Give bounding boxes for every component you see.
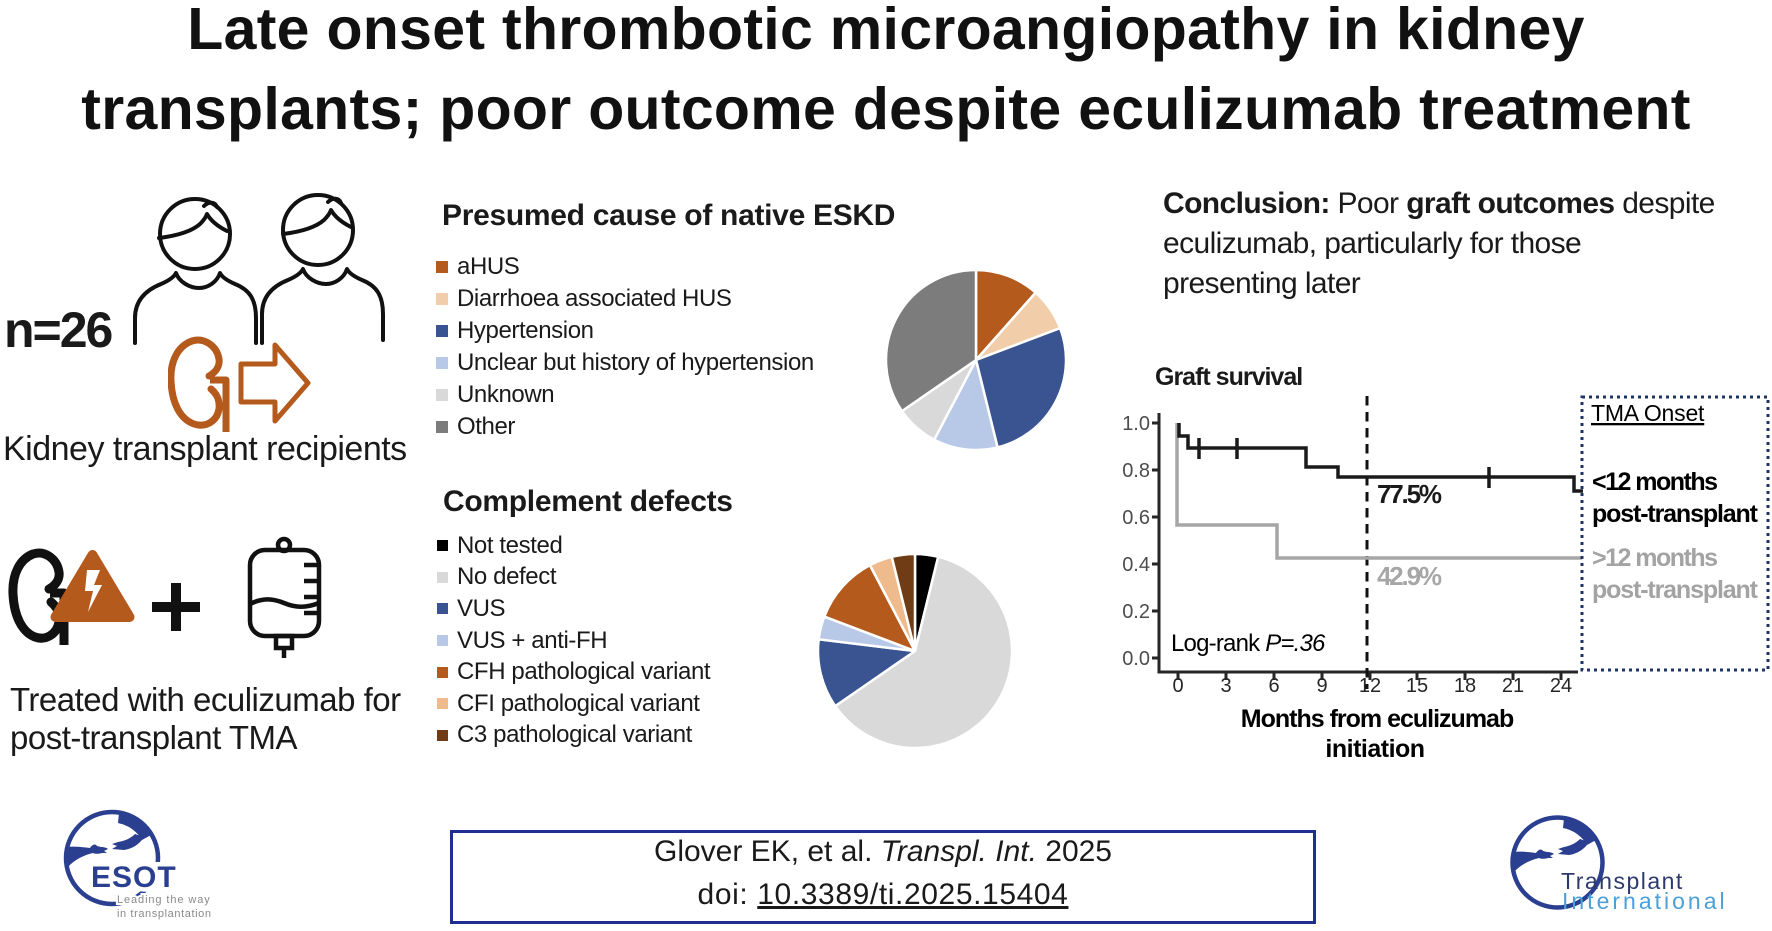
svg-text:Months from eculizumab: Months from eculizumab (1241, 705, 1514, 733)
svg-text:TMA Onset: TMA Onset (1591, 400, 1705, 426)
svg-text:ESOT: ESOT (91, 861, 177, 894)
svg-text:post-transplant: post-transplant (1592, 576, 1759, 604)
svg-text:24: 24 (1550, 675, 1572, 697)
svg-text:18: 18 (1454, 675, 1476, 697)
svg-text:International: International (1562, 888, 1728, 914)
svg-text:initiation: initiation (1325, 735, 1424, 763)
svg-text:1.0: 1.0 (1122, 413, 1150, 435)
svg-text:0.2: 0.2 (1122, 601, 1150, 623)
svg-text:Log-rank P=.36: Log-rank P=.36 (1171, 630, 1326, 657)
svg-text:0: 0 (1172, 675, 1183, 697)
svg-text:12: 12 (1359, 675, 1381, 697)
svg-text:9: 9 (1316, 675, 1327, 697)
svg-text:0.6: 0.6 (1122, 507, 1150, 529)
svg-text:6: 6 (1268, 675, 1279, 697)
svg-text:>12 months: >12 months (1592, 544, 1718, 572)
svg-text:Leading the way: Leading the way (117, 894, 211, 906)
svg-text:77.5%: 77.5% (1377, 479, 1442, 509)
svg-text:post-transplant: post-transplant (1592, 500, 1759, 528)
svg-text:15: 15 (1406, 675, 1428, 697)
svg-text:<12 months: <12 months (1592, 468, 1718, 496)
svg-text:0.0: 0.0 (1122, 648, 1150, 670)
svg-text:Transplant: Transplant (1561, 868, 1684, 894)
svg-text:3: 3 (1220, 675, 1231, 697)
svg-text:21: 21 (1502, 675, 1524, 697)
svg-text:0.8: 0.8 (1122, 460, 1150, 482)
svg-text:in transplantation: in transplantation (117, 908, 212, 920)
svg-text:0.4: 0.4 (1122, 554, 1150, 576)
svg-text:42.9%: 42.9% (1377, 561, 1442, 591)
